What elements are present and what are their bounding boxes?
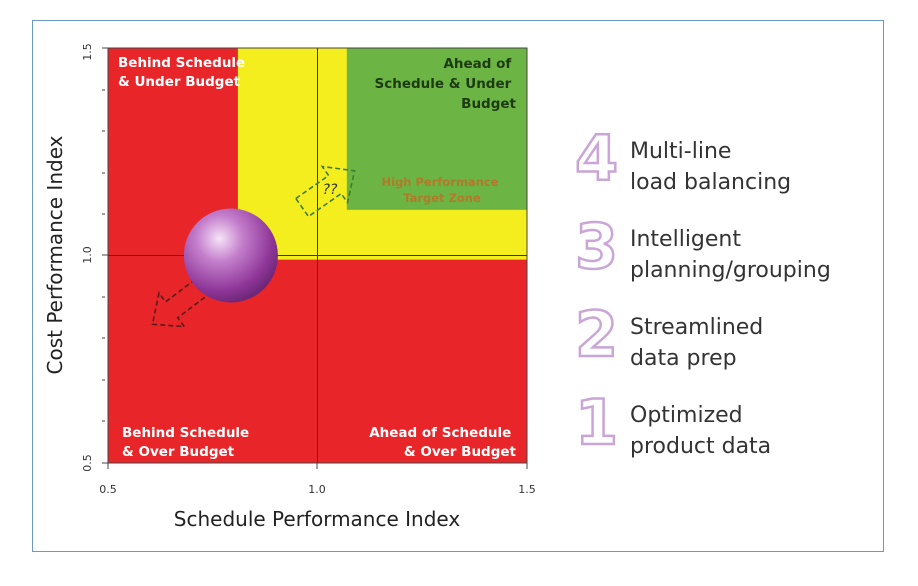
zone-label-target: High Performance Target Zone [381, 175, 502, 205]
step-number: 2 [574, 298, 620, 371]
step-line: Intelligent [630, 227, 741, 252]
step-text: Streamlined data prep [630, 312, 763, 374]
step-item: 4 Multi-line load balancing [574, 126, 895, 224]
step-text: Optimized product data [630, 400, 771, 462]
step-item: 3 Intelligent planning/grouping [574, 214, 895, 312]
x-tick-label: 1.5 [518, 483, 536, 496]
zone-label-bottom-right: Ahead of Schedule & Over Budget [369, 425, 516, 460]
step-line: load balancing [630, 170, 792, 195]
step-line: Streamlined [630, 315, 764, 340]
step-line: Optimized [630, 403, 743, 428]
step-number: 1 [574, 386, 620, 459]
step-line: Multi-line [630, 139, 732, 164]
y-tick-label: 1.0 [81, 246, 94, 264]
step-text: Intelligent planning/grouping [630, 224, 831, 286]
zone-label-top-right: Ahead of Schedule & Under Budget [375, 56, 517, 112]
y-axis-title: Cost Performance Index [43, 135, 67, 374]
y-tick-label: 1.5 [81, 43, 94, 61]
y-tick-label: 0.5 [81, 454, 94, 472]
step-line: product data [630, 434, 772, 459]
zone-label-top-left: Behind Schedule & Under Budget [118, 55, 250, 90]
step-line: data prep [630, 346, 737, 371]
x-tick-label: 1.0 [308, 483, 326, 496]
step-item: 2 Streamlined data prep [574, 302, 895, 400]
step-number: 4 [574, 122, 620, 195]
arrow-up-right-icon [294, 165, 356, 218]
step-text: Multi-line load balancing [630, 136, 791, 198]
zone-label-bottom-left: Behind Schedule & Over Budget [122, 425, 254, 460]
maturity-steps: 4 Multi-line load balancing 3 Intelligen… [574, 126, 895, 488]
current-position-sphere [183, 208, 278, 303]
tick-marks [102, 47, 528, 469]
x-tick-label: 0.5 [99, 483, 117, 496]
x-axis-title: Schedule Performance Index [174, 507, 461, 531]
step-number: 3 [574, 210, 620, 283]
step-line: planning/grouping [630, 258, 831, 283]
step-item: 1 Optimized product data [574, 390, 895, 488]
region-high-performance [346, 48, 527, 210]
arrow-question-label: ?? [323, 182, 338, 198]
